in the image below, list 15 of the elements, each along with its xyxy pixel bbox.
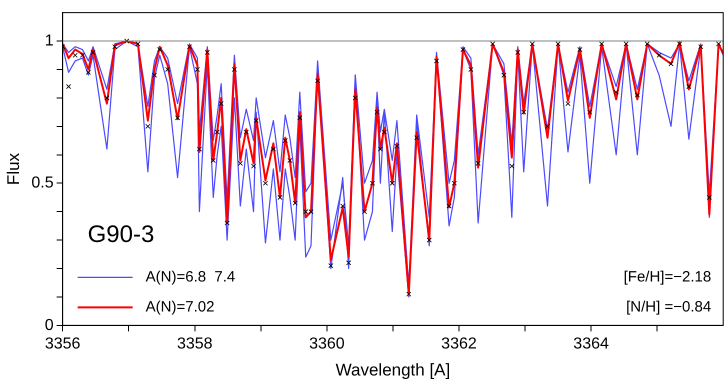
annotation: [Fe/H]=−2.18	[624, 268, 712, 286]
legend-label: A(N)=7.02	[146, 298, 214, 316]
y-tick-label: 1	[44, 32, 54, 50]
y-tick-label: 0	[44, 316, 54, 334]
annotation: [N/H] =−0.84	[626, 298, 712, 316]
x-tick-label: 3362	[441, 335, 477, 352]
y-tick-label: 0.5	[31, 174, 54, 192]
legend-label: A(N)=6.8 7.4	[146, 268, 236, 286]
annotation: G90-3	[88, 221, 154, 248]
x-axis-title: Wavelength [A]	[336, 360, 450, 380]
x-tick-label: 3364	[573, 335, 609, 352]
y-axis-title: Flux	[4, 152, 23, 186]
x-tick-label: 3356	[44, 335, 81, 352]
x-tick-label: 3360	[309, 335, 345, 352]
x-tick-label: 3358	[176, 335, 213, 352]
